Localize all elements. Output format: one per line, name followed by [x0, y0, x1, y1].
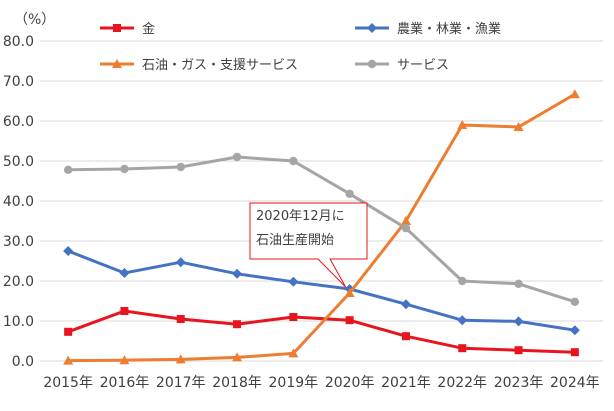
data-point-square — [113, 24, 121, 32]
gridlines — [40, 40, 603, 362]
y-tick-label: 10.0 — [3, 314, 34, 330]
y-tick-label: 70.0 — [3, 74, 34, 90]
data-point-diamond — [119, 268, 130, 278]
data-point-circle — [289, 156, 298, 166]
data-point-triangle — [513, 122, 524, 131]
x-axis-ticks: 2015年 2016年 2017年 2018年 2019年 2020年 2021年 2022年… — [43, 375, 599, 391]
data-point-square — [176, 315, 185, 323]
data-point-square — [233, 320, 242, 329]
data-point-circle — [401, 224, 411, 233]
data-point-triangle — [400, 216, 411, 225]
series-group — [63, 89, 580, 365]
annotation-box — [249, 202, 368, 288]
data-point-circle — [458, 276, 467, 286]
data-point-circle — [63, 165, 73, 174]
series-line — [67, 309, 575, 354]
y-tick-label: 80.0 — [3, 34, 34, 50]
series-line — [68, 92, 576, 363]
data-point-circle — [570, 297, 580, 306]
y-tick-label: 60.0 — [3, 114, 34, 130]
x-tick-label: 2022年 — [437, 375, 487, 391]
data-point-square — [345, 316, 354, 325]
y-tick-label: 50.0 — [3, 154, 34, 170]
legend-label: サービス — [397, 58, 449, 73]
x-tick-label: 2016年 — [100, 375, 150, 391]
x-tick-label: 2023年 — [494, 375, 544, 391]
series-line — [67, 249, 576, 332]
data-point-triangle — [175, 354, 186, 364]
data-point-square — [401, 332, 410, 341]
x-tick-label: 2021年 — [381, 375, 431, 391]
data-point-diamond — [232, 268, 243, 279]
x-tick-label: 2024年 — [550, 375, 600, 391]
data-point-triangle — [457, 120, 468, 129]
annotation-text: 2020年12月に — [256, 209, 345, 224]
y-axis-unit: （%） — [14, 12, 55, 28]
data-point-diamond — [400, 299, 411, 310]
data-point-triangle — [232, 352, 243, 362]
data-point-square — [120, 307, 129, 315]
legend-label: 金 — [142, 21, 155, 37]
data-point-triangle — [344, 288, 355, 297]
data-point-diamond — [569, 325, 580, 336]
y-axis-ticks: 0.0 10.0 20.0 30.0 40.0 50.0 60.0 70.0 80.0 — [3, 34, 34, 370]
data-point-square — [458, 344, 467, 353]
x-tick-label: 2015年 — [43, 375, 93, 391]
data-point-circle — [367, 59, 377, 69]
data-point-circle — [232, 152, 242, 162]
y-tick-label: 30.0 — [3, 234, 34, 250]
data-point-diamond — [513, 316, 524, 327]
x-tick-label: 2017年 — [156, 375, 206, 391]
y-tick-label: 20.0 — [3, 274, 34, 290]
x-tick-label: 2020年 — [325, 375, 375, 391]
data-point-diamond — [367, 23, 377, 33]
data-point-triangle — [112, 59, 122, 68]
data-point-circle — [120, 164, 129, 174]
y-tick-label: 0.0 — [12, 354, 34, 370]
data-point-triangle — [288, 348, 299, 358]
legend-label: 農業・林業・漁業 — [397, 21, 501, 37]
data-point-circle — [514, 279, 523, 288]
y-tick-label: 40.0 — [3, 194, 34, 210]
data-point-triangle — [63, 355, 74, 365]
data-point-circle — [345, 189, 354, 198]
data-point-square — [514, 346, 523, 355]
data-point-square — [289, 313, 298, 321]
data-point-diamond — [63, 246, 74, 256]
data-point-diamond — [288, 276, 299, 287]
data-point-diamond — [175, 257, 186, 268]
data-point-square — [64, 327, 73, 336]
legend-label: 石油・ガス・支援サービス — [142, 58, 298, 73]
series-line — [68, 155, 576, 304]
data-point-triangle — [119, 355, 130, 365]
x-tick-label: 2018年 — [212, 375, 262, 391]
data-point-circle — [176, 162, 185, 172]
data-point-triangle — [569, 89, 580, 99]
data-point-square — [570, 348, 579, 357]
x-tick-label: 2019年 — [269, 375, 319, 391]
data-point-diamond — [457, 315, 468, 326]
annotation-text: 石油生産開始 — [256, 232, 334, 248]
